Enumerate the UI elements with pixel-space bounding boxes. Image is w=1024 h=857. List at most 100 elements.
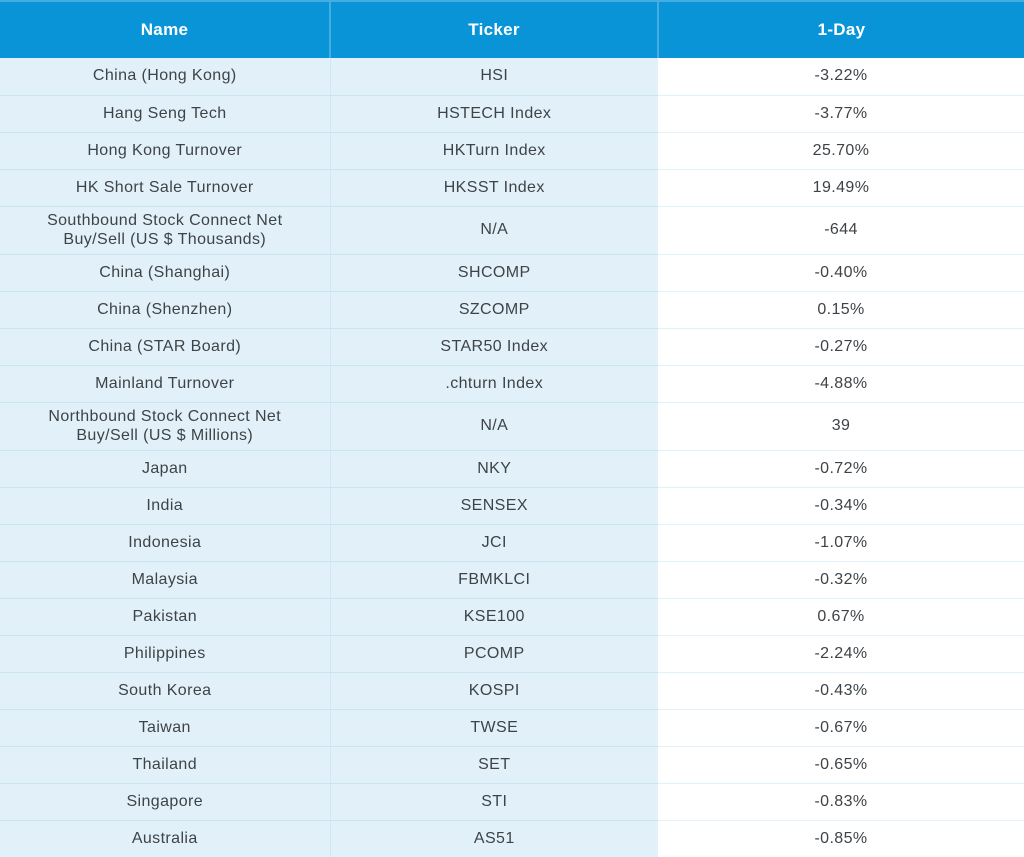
table-body: China (Hong Kong) HSI -3.22% Hang Seng Tech…	[0, 58, 1024, 857]
value-cell: -0.67%	[658, 708, 1024, 747]
name-label: China (Shenzhen)	[97, 300, 233, 318]
name-cell: China (STAR Board)	[0, 327, 330, 366]
name-cell: Northbound Stock Connect Net Buy/Sell (U…	[0, 401, 330, 451]
ticker-cell: SZCOMP	[329, 290, 658, 329]
name-cell: Hang Seng Tech	[0, 94, 330, 132]
value-cell: 0.67%	[658, 597, 1024, 636]
name-label: Singapore	[126, 792, 204, 810]
name-cell: Hong Kong Turnover	[0, 131, 330, 169]
name-cell: China (Shenzhen)	[0, 290, 330, 329]
name-label: Southbound Stock Connect Net Buy/Sell (U…	[47, 211, 283, 249]
ticker-cell: STAR50 Index	[329, 327, 658, 366]
value-cell: 25.70%	[658, 131, 1024, 169]
name-label: Australia	[131, 830, 198, 848]
table-row: Singapore STI -0.83%	[0, 782, 1024, 821]
ticker-cell: KSE100	[329, 597, 658, 636]
name-label: Northbound Stock Connect Net Buy/Sell (U…	[48, 407, 282, 445]
name-label: South Korea	[118, 681, 212, 699]
value-cell: -0.83%	[658, 782, 1024, 821]
name-cell: Japan	[0, 449, 330, 488]
table-row: China (Shanghai) SHCOMP -0.40%	[0, 253, 1024, 292]
ticker-cell: TWSE	[329, 708, 658, 747]
ticker-cell: HKTurn Index	[329, 131, 658, 169]
table-row: India SENSEX -0.34%	[0, 486, 1024, 525]
name-cell: Malaysia	[0, 560, 330, 599]
value-cell: -0.72%	[658, 449, 1024, 488]
name-cell: South Korea	[0, 671, 330, 710]
name-cell: Singapore	[0, 782, 330, 821]
name-cell: China (Shanghai)	[0, 253, 330, 292]
header-row: Name Ticker 1-Day	[0, 0, 1024, 58]
name-label: China (Shanghai)	[99, 263, 231, 281]
table-row: Indonesia JCI -1.07%	[0, 523, 1024, 562]
value-cell: -0.40%	[658, 253, 1024, 292]
name-label: Thailand	[132, 755, 198, 773]
value-cell: 39	[658, 401, 1024, 451]
table-row: South Korea KOSPI -0.43%	[0, 671, 1024, 710]
table-row: Malaysia FBMKLCI -0.32%	[0, 560, 1024, 599]
name-cell: Australia	[0, 819, 330, 857]
name-label: India	[146, 496, 184, 514]
name-cell: Pakistan	[0, 597, 330, 636]
value-cell: -0.65%	[658, 745, 1024, 784]
table-header: Name Ticker 1-Day	[0, 0, 1024, 58]
name-label: Hong Kong Turnover	[87, 141, 243, 159]
name-label: Taiwan	[138, 718, 191, 736]
table-row: China (Hong Kong) HSI -3.22%	[0, 58, 1024, 95]
value-cell: -0.34%	[658, 486, 1024, 525]
value-cell: 0.15%	[658, 290, 1024, 329]
table-row: Japan NKY -0.72%	[0, 449, 1024, 488]
name-cell: Taiwan	[0, 708, 330, 747]
name-label: Malaysia	[131, 570, 198, 588]
value-cell: 19.49%	[658, 168, 1024, 206]
name-cell: India	[0, 486, 330, 525]
name-cell: Indonesia	[0, 523, 330, 562]
ticker-cell: SENSEX	[329, 486, 658, 525]
name-label: Japan	[141, 459, 188, 477]
ticker-cell: .chturn Index	[329, 364, 658, 403]
header-cell-ticker: Ticker	[329, 0, 658, 58]
header-cell-1day: 1-Day	[657, 0, 1024, 58]
ticker-cell: NKY	[329, 449, 658, 488]
name-cell: Philippines	[0, 634, 330, 673]
table-row: Mainland Turnover .chturn Index -4.88%	[0, 364, 1024, 403]
ticker-cell: KOSPI	[329, 671, 658, 710]
name-label: China (Hong Kong)	[92, 67, 237, 85]
value-cell: -0.43%	[658, 671, 1024, 710]
ticker-cell: PCOMP	[329, 634, 658, 673]
name-label: Philippines	[123, 644, 206, 662]
ticker-cell: HSTECH Index	[329, 94, 658, 132]
name-label: China (STAR Board)	[88, 337, 242, 355]
table-row: Northbound Stock Connect Net Buy/Sell (U…	[0, 401, 1024, 451]
ticker-cell: HSI	[329, 58, 658, 95]
name-label: Hang Seng Tech	[102, 104, 227, 122]
value-cell: -0.85%	[658, 819, 1024, 857]
name-cell: China (Hong Kong)	[0, 58, 330, 95]
value-cell: -2.24%	[658, 634, 1024, 673]
table-row: Hang Seng Tech HSTECH Index -3.77%	[0, 94, 1024, 132]
name-label: Mainland Turnover	[95, 374, 235, 392]
value-cell: -644	[658, 205, 1024, 255]
name-cell: Southbound Stock Connect Net Buy/Sell (U…	[0, 205, 330, 255]
table-row: Australia AS51 -0.85%	[0, 819, 1024, 857]
ticker-cell: JCI	[329, 523, 658, 562]
table-row: China (Shenzhen) SZCOMP 0.15%	[0, 290, 1024, 329]
table-row: Hong Kong Turnover HKTurn Index 25.70%	[0, 131, 1024, 169]
value-cell: -0.27%	[658, 327, 1024, 366]
header-cell-name: Name	[0, 0, 330, 58]
name-cell: Thailand	[0, 745, 330, 784]
value-cell: -4.88%	[658, 364, 1024, 403]
table-row: Thailand SET -0.65%	[0, 745, 1024, 784]
ticker-cell: STI	[329, 782, 658, 821]
name-cell: HK Short Sale Turnover	[0, 168, 330, 206]
name-label: Pakistan	[132, 607, 198, 625]
ticker-cell: N/A	[329, 205, 658, 255]
ticker-cell: FBMKLCI	[329, 560, 658, 599]
table-row: China (STAR Board) STAR50 Index -0.27%	[0, 327, 1024, 366]
table-row: Taiwan TWSE -0.67%	[0, 708, 1024, 747]
ticker-cell: HKSST Index	[329, 168, 658, 206]
table-row: HK Short Sale Turnover HKSST Index 19.49%	[0, 168, 1024, 206]
value-cell: -3.77%	[658, 94, 1024, 132]
